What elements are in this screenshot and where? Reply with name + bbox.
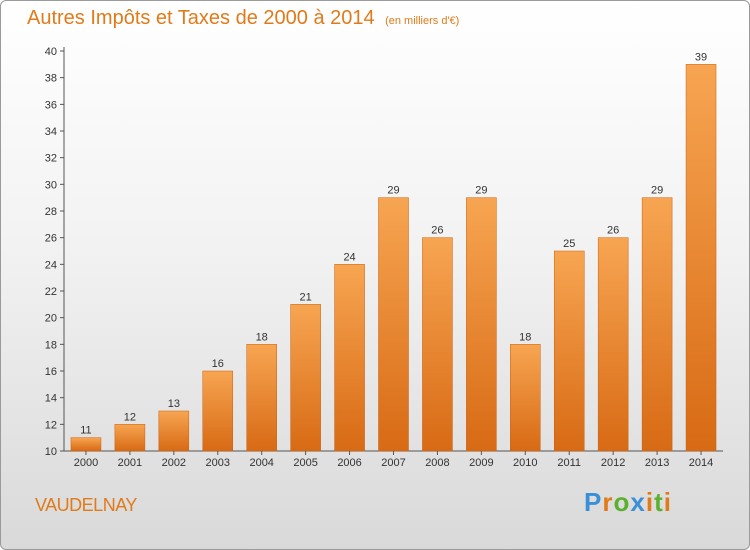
commune-name: VAUDELNAY (35, 495, 137, 515)
y-tick-label: 16 (45, 366, 57, 378)
chart-labels: 11 2000 12 2001 13 2002 16 2003 18 2004 21 2005 24 20… (74, 51, 714, 469)
logo-letter: i (645, 487, 655, 517)
chart-title: Autres Impôts et Taxes de 2000 à 2014 (27, 7, 375, 29)
y-tick-label: 34 (45, 126, 57, 138)
bar (422, 237, 453, 452)
bar (553, 250, 585, 452)
y-tick-label: 30 (45, 179, 57, 191)
x-tick-label: 2009 (469, 457, 493, 469)
bar (114, 424, 146, 452)
bar-value-label: 26 (431, 225, 443, 237)
x-tick-label: 2014 (689, 457, 713, 469)
bar-value-label: 25 (563, 238, 575, 250)
x-tick-label: 2013 (645, 457, 669, 469)
x-tick-label: 2007 (381, 457, 405, 469)
proxiti-logo: Proxiti (584, 487, 672, 518)
y-tick-label: 26 (45, 233, 57, 245)
bar-value-label: 11 (80, 425, 91, 437)
x-tick-label: 2004 (249, 457, 273, 469)
bar-value-label: 18 (256, 331, 268, 343)
y-tick-label: 18 (45, 339, 57, 351)
y-tick-label: 38 (45, 73, 57, 85)
x-tick-label: 2008 (425, 457, 449, 469)
x-tick-label: 2000 (74, 457, 98, 469)
logo-letter: t (654, 487, 664, 517)
bar (290, 304, 321, 452)
y-tick-label: 36 (45, 99, 57, 111)
bar (466, 197, 497, 452)
bar (70, 437, 102, 452)
bar-value-label: 39 (695, 51, 707, 63)
bar (597, 237, 629, 452)
bar-value-label: 13 (168, 398, 180, 410)
bar-value-label: 29 (475, 185, 487, 197)
bar (641, 197, 673, 452)
y-tick-label: 20 (45, 313, 57, 325)
x-tick-label: 2012 (601, 457, 625, 469)
y-tick-label: 12 (45, 419, 57, 431)
x-tick-label: 2011 (557, 457, 581, 469)
chart-bars (70, 64, 717, 452)
chart-subtitle: (en milliers d'€) (385, 15, 460, 27)
x-tick-label: 2010 (513, 457, 537, 469)
bar (510, 344, 541, 452)
bar (378, 197, 409, 452)
y-tick-label: 24 (45, 259, 57, 271)
bar-value-label: 16 (212, 358, 224, 370)
logo-letter: o (613, 487, 631, 517)
bar (685, 64, 717, 452)
x-tick-label: 2002 (162, 457, 186, 469)
bar-value-label: 29 (387, 185, 399, 197)
bar (246, 344, 277, 452)
chart-title-block: Autres Impôts et Taxes de 2000 à 2014 (e… (27, 7, 459, 30)
bar-value-label: 24 (343, 251, 355, 263)
bar-value-label: 21 (300, 291, 312, 303)
bar (158, 410, 190, 452)
bar-value-label: 29 (651, 185, 663, 197)
x-tick-label: 2006 (337, 457, 361, 469)
bar (202, 370, 234, 452)
logo-letter: x (630, 487, 646, 517)
x-tick-label: 2003 (206, 457, 230, 469)
y-tick-label: 28 (45, 206, 57, 218)
x-tick-label: 2001 (118, 457, 142, 469)
y-tick-label: 22 (45, 286, 57, 298)
bar-value-label: 12 (124, 411, 136, 423)
y-tick-label: 14 (45, 393, 57, 405)
y-tick-label: 32 (45, 153, 57, 165)
x-tick-label: 2005 (293, 457, 317, 469)
logo-letter: P (584, 487, 603, 517)
y-tick-label: 40 (45, 46, 57, 58)
bar (334, 264, 365, 452)
logo-letter: r (602, 487, 614, 517)
y-tick-label: 10 (45, 446, 57, 458)
logo-letter: i (663, 487, 672, 517)
bar-value-label: 18 (519, 331, 531, 343)
bar-value-label: 26 (607, 225, 619, 237)
